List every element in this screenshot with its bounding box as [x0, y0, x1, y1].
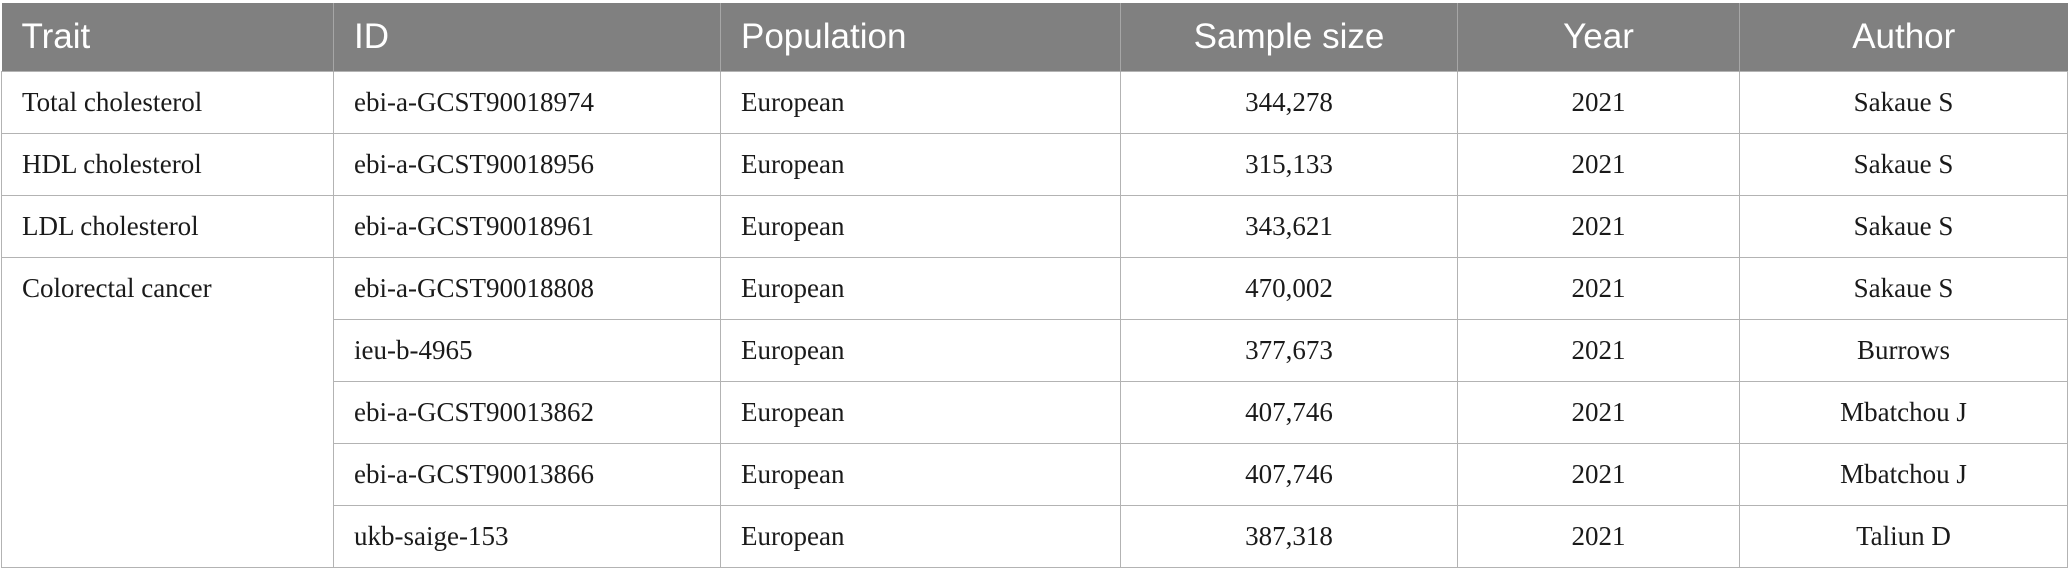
population-cell: European	[720, 71, 1121, 134]
id-cell: ebi-a-GCST90013862	[333, 381, 721, 444]
author-cell: Mbatchou J	[1739, 381, 2068, 444]
trait-cell: Colorectal cancer	[1, 257, 334, 568]
population-cell: European	[720, 505, 1121, 568]
id-cell: ieu-b-4965	[333, 319, 721, 382]
header-year: Year	[1457, 3, 1740, 72]
year-cell: 2021	[1457, 195, 1740, 258]
id-cell: ebi-a-GCST90018808	[333, 257, 721, 320]
table-body: Total cholesterol ebi-a-GCST90018974 Eur…	[1, 71, 2068, 568]
population-cell: European	[720, 257, 1121, 320]
id-cell: ebi-a-GCST90013866	[333, 443, 721, 506]
sample-size-cell: 470,002	[1120, 257, 1458, 320]
sample-size-cell: 387,318	[1120, 505, 1458, 568]
table-row: Total cholesterol ebi-a-GCST90018974 Eur…	[1, 71, 2068, 134]
table-row: HDL cholesterol ebi-a-GCST90018956 Europ…	[1, 133, 2068, 196]
table-row: ukb-saige-153 European 387,318 2021 Tali…	[2, 505, 2068, 568]
data-table-container: Trait ID Population Sample size Year Aut…	[0, 3, 2068, 568]
year-cell: 2021	[1457, 319, 1740, 382]
header-id: ID	[333, 3, 721, 72]
header-row: Trait ID Population Sample size Year Aut…	[1, 3, 2068, 72]
author-cell: Sakaue S	[1739, 257, 2068, 320]
sample-size-cell: 343,621	[1120, 195, 1458, 258]
population-cell: European	[720, 319, 1121, 382]
table-header: Trait ID Population Sample size Year Aut…	[1, 3, 2068, 72]
year-cell: 2021	[1457, 381, 1740, 444]
author-cell: Sakaue S	[1739, 195, 2068, 258]
id-cell: ebi-a-GCST90018974	[333, 71, 721, 134]
id-cell: ebi-a-GCST90018956	[333, 133, 721, 196]
header-sample-size: Sample size	[1120, 3, 1458, 72]
trait-cell: LDL cholesterol	[1, 195, 334, 258]
year-cell: 2021	[1457, 133, 1740, 196]
sample-size-cell: 315,133	[1120, 133, 1458, 196]
id-cell: ebi-a-GCST90018961	[333, 195, 721, 258]
population-cell: European	[720, 133, 1121, 196]
population-cell: European	[720, 195, 1121, 258]
header-trait: Trait	[1, 3, 334, 72]
author-cell: Sakaue S	[1739, 133, 2068, 196]
trait-cell: HDL cholesterol	[1, 133, 334, 196]
sample-size-cell: 407,746	[1120, 381, 1458, 444]
sample-size-cell: 407,746	[1120, 443, 1458, 506]
table-row: Colorectal cancer ebi-a-GCST90018808 Eur…	[1, 257, 2068, 568]
id-cell: ukb-saige-153	[333, 505, 721, 568]
header-population: Population	[720, 3, 1121, 72]
population-cell: European	[720, 381, 1121, 444]
year-cell: 2021	[1457, 257, 1740, 320]
table-row: ebi-a-GCST90013862 European 407,746 2021…	[2, 381, 2068, 444]
header-author: Author	[1739, 3, 2068, 72]
sample-size-cell: 344,278	[1120, 71, 1458, 134]
author-cell: Burrows	[1739, 319, 2068, 382]
sample-size-cell: 377,673	[1120, 319, 1458, 382]
gwas-data-table: Trait ID Population Sample size Year Aut…	[1, 3, 2068, 568]
author-cell: Taliun D	[1739, 505, 2068, 568]
table-row: ebi-a-GCST90013866 European 407,746 2021…	[2, 443, 2068, 506]
trait-cell: Total cholesterol	[1, 71, 334, 134]
year-cell: 2021	[1457, 71, 1740, 134]
population-cell: European	[720, 443, 1121, 506]
author-cell: Sakaue S	[1739, 71, 2068, 134]
table-row: LDL cholesterol ebi-a-GCST90018961 Europ…	[1, 195, 2068, 258]
author-cell: Mbatchou J	[1739, 443, 2068, 506]
year-cell: 2021	[1457, 443, 1740, 506]
year-cell: 2021	[1457, 505, 1740, 568]
